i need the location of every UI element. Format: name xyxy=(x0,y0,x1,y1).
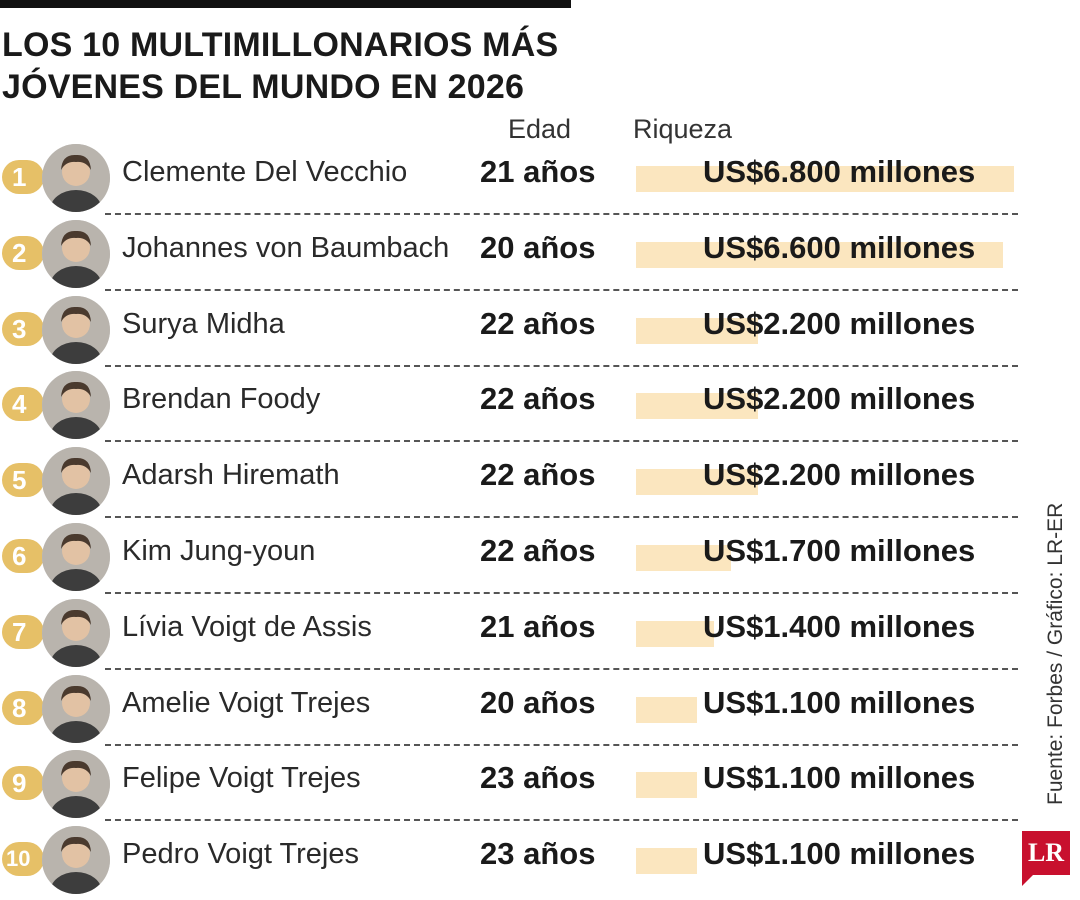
avatar xyxy=(42,674,110,743)
age-column-header: Edad xyxy=(508,114,572,144)
wealth-bar xyxy=(636,469,758,496)
person-name: Johannes von Baumbach xyxy=(122,231,450,264)
wealth-value: US$6.800 millones xyxy=(703,154,976,189)
rank-badge: 6 xyxy=(2,539,44,573)
row-divider xyxy=(105,516,1018,519)
avatar xyxy=(42,523,110,591)
row-divider xyxy=(105,440,1018,443)
person-name: Kim Jung-youn xyxy=(122,535,316,567)
person-name: Pedro Voigt Trejes xyxy=(122,838,359,871)
person-name: Lívia Voigt de Assis xyxy=(122,610,372,643)
table-row: 5 Adarsh Hiremath 22 años US$2.200 millones xyxy=(0,443,1040,519)
rank-badge: 4 xyxy=(2,387,44,422)
row-divider xyxy=(105,667,1018,670)
title-line-2: JÓVENES DEL MUNDO EN 2026 xyxy=(2,68,525,106)
avatar xyxy=(42,371,110,440)
avatar xyxy=(42,295,110,364)
rank-badge: 5 xyxy=(2,463,44,498)
person-name: Brendan Foody xyxy=(122,383,321,416)
chart-title: LOS 10 MULTIMILLONARIOS MÁS JÓVENES DEL … xyxy=(2,24,558,108)
table-row: 4 Brendan Foody 22 años US$2.200 millones xyxy=(0,367,1040,443)
person-silhouette-icon xyxy=(42,674,110,743)
rank-badge: 10 xyxy=(2,842,44,877)
rank-badge: 9 xyxy=(2,766,44,801)
age-value: 22 años xyxy=(480,457,596,493)
table-row: 8 Amelie Voigt Trejes 20 años US$1.100 mill… xyxy=(0,671,1040,746)
person-name: Clemente Del Vecchio xyxy=(122,156,408,188)
person-silhouette-icon xyxy=(42,295,110,364)
age-value: 20 años xyxy=(480,684,596,720)
wealth-value: US$1.700 millones xyxy=(703,533,976,568)
wealth-bar xyxy=(636,620,714,647)
person-name: Amelie Voigt Trejes xyxy=(122,686,371,719)
row-divider xyxy=(105,364,1018,367)
row-divider xyxy=(105,213,1018,215)
person-name: Surya Midha xyxy=(122,307,285,340)
wealth-bar xyxy=(636,166,1014,192)
age-value: 21 años xyxy=(480,608,596,644)
table-row: 7 Lívia Voigt de Assis 21 años US$1.400 mil… xyxy=(0,595,1040,670)
age-value: 21 años xyxy=(480,154,596,189)
person-name: Adarsh Hiremath xyxy=(122,459,340,492)
avatar xyxy=(42,144,110,212)
row-divider xyxy=(105,819,1018,822)
wealth-column-header: Riqueza xyxy=(633,114,733,144)
avatar xyxy=(42,219,110,288)
top-rule xyxy=(0,0,571,8)
wealth-value: US$1.400 millones xyxy=(703,608,976,644)
wealth-value: US$2.200 millones xyxy=(703,305,976,341)
table-row: 10 Pedro Voigt Trejes 23 años US$1.100 mill… xyxy=(0,822,1040,897)
rank-badge: 2 xyxy=(2,235,44,270)
person-silhouette-icon xyxy=(42,219,110,288)
wealth-bar xyxy=(636,317,758,344)
wealth-value: US$1.100 millones xyxy=(703,836,976,872)
age-value: 23 años xyxy=(480,760,596,796)
person-silhouette-icon xyxy=(42,750,110,819)
wealth-value: US$1.100 millones xyxy=(703,684,976,720)
person-name: Felipe Voigt Trejes xyxy=(122,762,361,795)
table-row: 2 Johannes von Baumbach 20 años US$6.600 mi… xyxy=(0,216,1040,291)
wealth-bar xyxy=(636,545,731,571)
table-row: 6 Kim Jung-youn 22 años US$1.700 millones xyxy=(0,519,1040,594)
avatar xyxy=(42,826,110,895)
age-value: 22 años xyxy=(480,533,596,568)
table-row: 1 Clemente Del Vecchio 21 años US$6.800 mil… xyxy=(0,140,1040,215)
age-value: 22 años xyxy=(480,305,596,341)
rank-badge: 8 xyxy=(2,690,44,725)
age-value: 20 años xyxy=(480,229,596,265)
table-row: 3 Surya Midha 22 años US$2.200 millones xyxy=(0,292,1040,367)
age-value: 22 años xyxy=(480,381,596,417)
avatar xyxy=(42,598,110,667)
wealth-value: US$2.200 millones xyxy=(703,381,976,417)
rank-badge: 7 xyxy=(2,614,44,649)
row-divider xyxy=(105,592,1018,594)
wealth-bar xyxy=(636,772,697,799)
avatar xyxy=(42,750,110,819)
row-divider xyxy=(105,288,1018,291)
table-row: 9 Felipe Voigt Trejes 23 años US$1.100 mill… xyxy=(0,746,1040,822)
wealth-value: US$2.200 millones xyxy=(703,457,976,493)
source-credit: Fuente: Forbes / Gráfico: LR-ER xyxy=(1044,502,1067,805)
person-silhouette-icon xyxy=(42,447,110,516)
wealth-value: US$6.600 millones xyxy=(703,229,976,265)
wealth-bar xyxy=(636,393,758,420)
age-value: 23 años xyxy=(480,836,596,872)
rank-badge: 3 xyxy=(2,311,44,346)
wealth-bar xyxy=(636,848,697,875)
row-divider xyxy=(105,743,1018,746)
rank-badge: 1 xyxy=(2,160,44,194)
person-silhouette-icon xyxy=(42,523,110,591)
lr-logo: LR xyxy=(1022,831,1070,875)
person-silhouette-icon xyxy=(42,144,110,212)
person-silhouette-icon xyxy=(42,598,110,667)
title-line-1: LOS 10 MULTIMILLONARIOS MÁS xyxy=(2,26,559,64)
avatar xyxy=(42,447,110,516)
lr-logo-tail xyxy=(1022,874,1034,886)
person-silhouette-icon xyxy=(42,371,110,440)
person-silhouette-icon xyxy=(42,826,110,895)
wealth-bar xyxy=(636,696,697,723)
wealth-bar xyxy=(636,241,1003,268)
wealth-value: US$1.100 millones xyxy=(703,760,976,796)
